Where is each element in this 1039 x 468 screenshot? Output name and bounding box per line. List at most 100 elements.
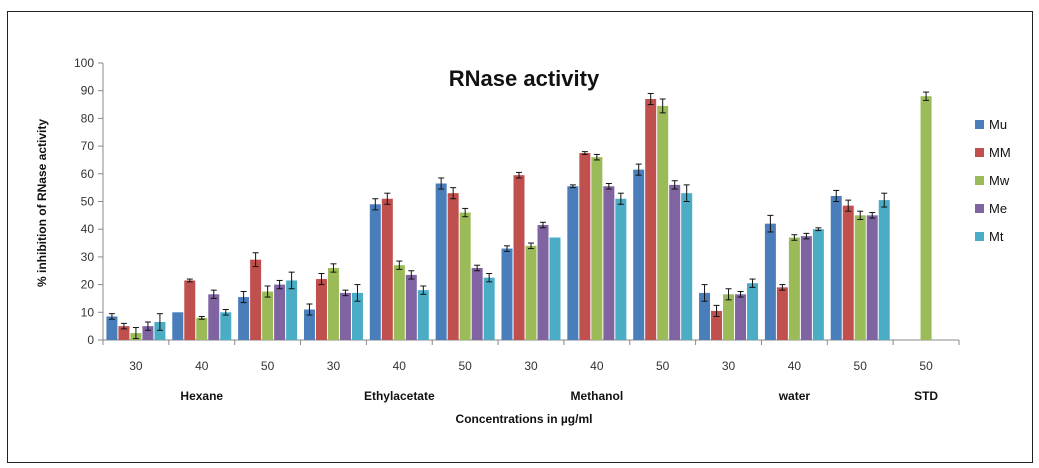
y-tick-label: 30 (81, 250, 95, 264)
bar-Mw (327, 267, 339, 340)
bar-Mt (812, 229, 824, 340)
bar-Mu (567, 186, 579, 340)
bar-Mw (788, 237, 800, 340)
legend-label-Mw: Mw (989, 173, 1010, 188)
bar-Mt (154, 321, 166, 340)
bar-Mu (830, 195, 842, 340)
group-label: water (778, 389, 811, 403)
legend: Mu MM Mw Me Mt (975, 117, 1011, 244)
bar-Mu (764, 223, 776, 340)
bar-Mu (303, 309, 315, 340)
bar-Mw (920, 96, 932, 341)
x-tick-label: 50 (854, 359, 868, 373)
bar-Mu (633, 169, 645, 340)
y-tick-label: 80 (81, 111, 95, 125)
bar-Mu (435, 183, 447, 340)
x-tick-label: 50 (261, 359, 275, 373)
bar-MM (447, 193, 459, 340)
y-tick-label: 50 (81, 195, 95, 209)
bar-Mw (262, 291, 274, 340)
legend-label-Mt: Mt (989, 229, 1004, 244)
legend-swatch-Mu (975, 120, 984, 129)
bar-Me (603, 186, 615, 340)
bar-Me (339, 292, 351, 340)
bar-Mw (459, 212, 471, 340)
bar-Me (471, 267, 483, 340)
legend-swatch-MM (975, 148, 984, 157)
bar-Me (208, 294, 220, 340)
bar-Mw (723, 294, 735, 340)
bar-Mw (854, 215, 866, 340)
y-tick-label: 100 (74, 56, 94, 70)
y-tick-label: 90 (81, 84, 95, 98)
bar-Mu (699, 292, 711, 340)
x-tick-label: 50 (656, 359, 670, 373)
legend-swatch-Mw (975, 176, 984, 185)
bar-MM (250, 259, 262, 340)
x-tick-label: 50 (458, 359, 472, 373)
y-tick-label: 0 (87, 333, 94, 347)
y-tick-label: 70 (81, 139, 95, 153)
y-tick-label: 20 (81, 278, 95, 292)
y-axis-label: % inhibition of RNase activity (35, 119, 49, 287)
x-tick-label: 40 (195, 359, 209, 373)
bar-Me (669, 184, 681, 340)
bar-Mt (417, 290, 429, 340)
bar-MM (645, 99, 657, 340)
bar-Me (274, 284, 286, 340)
bar-MM (118, 326, 130, 340)
bar-Mu (106, 316, 118, 340)
bar-Mt (220, 312, 232, 340)
bar-MM (513, 175, 525, 340)
x-tick-label: 30 (129, 359, 143, 373)
y-tick-label: 10 (81, 305, 95, 319)
bar-MM (579, 153, 591, 340)
bar-Mt (681, 193, 693, 340)
legend-label-Me: Me (989, 201, 1007, 216)
legend-swatch-Me (975, 204, 984, 213)
bar-Mw (591, 157, 603, 340)
bar-Mt (747, 283, 759, 340)
legend-label-MM: MM (989, 145, 1011, 160)
x-tick-label: 30 (327, 359, 341, 373)
group-label: Methanol (571, 389, 624, 403)
bar-MM (184, 280, 196, 340)
group-label: Hexane (180, 389, 223, 403)
bar-MM (776, 287, 788, 340)
legend-label-Mu: Mu (989, 117, 1007, 132)
x-tick-label: 30 (722, 359, 736, 373)
bar-Mw (657, 105, 669, 340)
bar-Mt (878, 200, 890, 340)
x-tick-label: 30 (524, 359, 538, 373)
bar-Mt (483, 277, 495, 340)
legend-swatch-Mt (975, 232, 984, 241)
y-tick-label: 40 (81, 222, 95, 236)
bar-Mu (501, 248, 513, 340)
bar-Me (866, 215, 878, 340)
bar-Mw (393, 265, 405, 340)
bar-Mw (525, 245, 537, 340)
bar-Me (142, 326, 154, 340)
group-label: Ethylacetate (364, 389, 435, 403)
bar-Mt (286, 280, 298, 340)
group-label: STD (914, 389, 938, 403)
x-tick-label: 40 (590, 359, 604, 373)
bar-MM (842, 205, 854, 340)
bar-Me (405, 274, 417, 340)
x-axis-label: Concentrations in µg/ml (456, 412, 593, 426)
bar-Mt (549, 237, 561, 340)
bar-MM (381, 198, 393, 340)
x-tick-label: 40 (393, 359, 407, 373)
bar-Mt (351, 292, 363, 340)
bar-MM (711, 310, 723, 340)
x-tick-label: 40 (788, 359, 802, 373)
bar-Mu (369, 204, 381, 340)
bar-Mu (238, 297, 250, 340)
x-tick-label: 50 (919, 359, 933, 373)
bar-MM (315, 279, 327, 340)
bar-Mt (615, 198, 627, 340)
chart-title: RNase activity (449, 66, 600, 91)
bar-Mw (196, 317, 208, 340)
bars (106, 91, 932, 341)
